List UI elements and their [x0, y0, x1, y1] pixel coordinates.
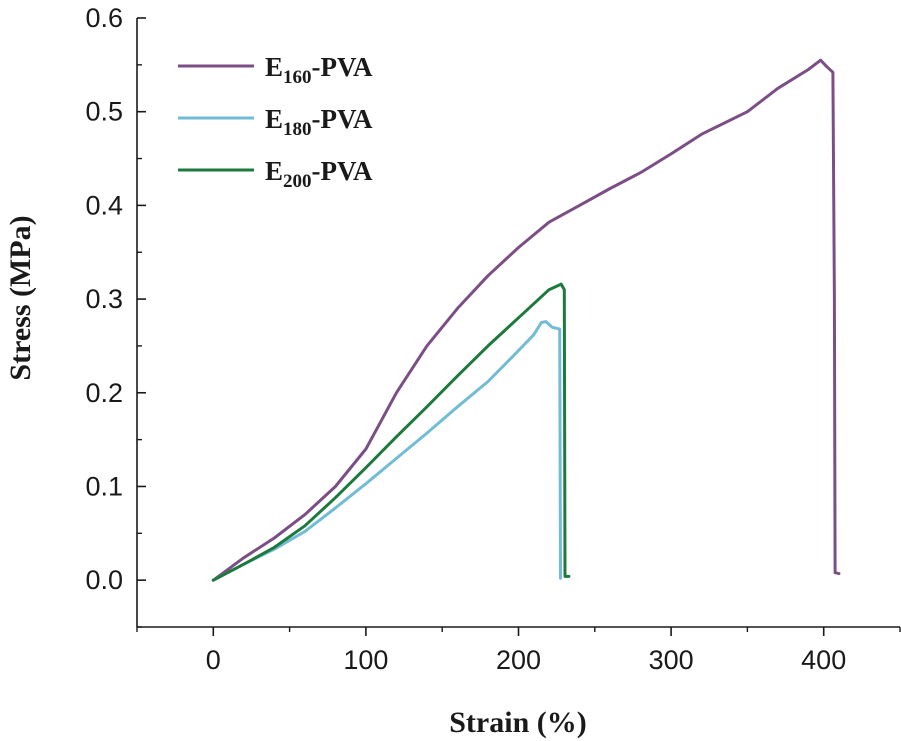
y-tick-label: 0.1	[85, 471, 123, 501]
y-tick-label: 0.0	[85, 565, 123, 595]
legend-label-e180-pva: E180-PVA	[265, 104, 373, 140]
axes	[136, 18, 900, 628]
y-tick-label: 0.4	[85, 190, 123, 220]
x-tick-label: 100	[343, 645, 388, 675]
series-line-e160-pva	[211, 58, 841, 582]
x-tick-label: 300	[649, 645, 694, 675]
series-line-e200-pva	[211, 282, 571, 582]
legend: E160-PVA E180-PVA E200-PVA	[178, 52, 373, 192]
y-tick-label: 0.6	[85, 3, 123, 33]
legend-label-e200-pva: E200-PVA	[265, 156, 373, 192]
ticks: 0.0 0.1 0.2 0.3 0.4 0.5 0.6 0 100 200 300 400	[85, 3, 901, 675]
legend-label-e160-pva: E160-PVA	[265, 52, 373, 88]
series-line-e180-pva	[211, 320, 562, 582]
x-axis-title: Strain (%)	[449, 706, 587, 739]
x-tick-label: 400	[801, 645, 846, 675]
series-lines	[211, 58, 841, 582]
y-tick-label: 0.3	[85, 284, 123, 314]
x-tick-label: 200	[496, 645, 541, 675]
y-tick-label: 0.5	[85, 97, 123, 127]
y-tick-label: 0.2	[85, 378, 123, 408]
x-tick-label: 0	[206, 645, 221, 675]
y-axis-title: Stress (MPa)	[4, 215, 37, 380]
